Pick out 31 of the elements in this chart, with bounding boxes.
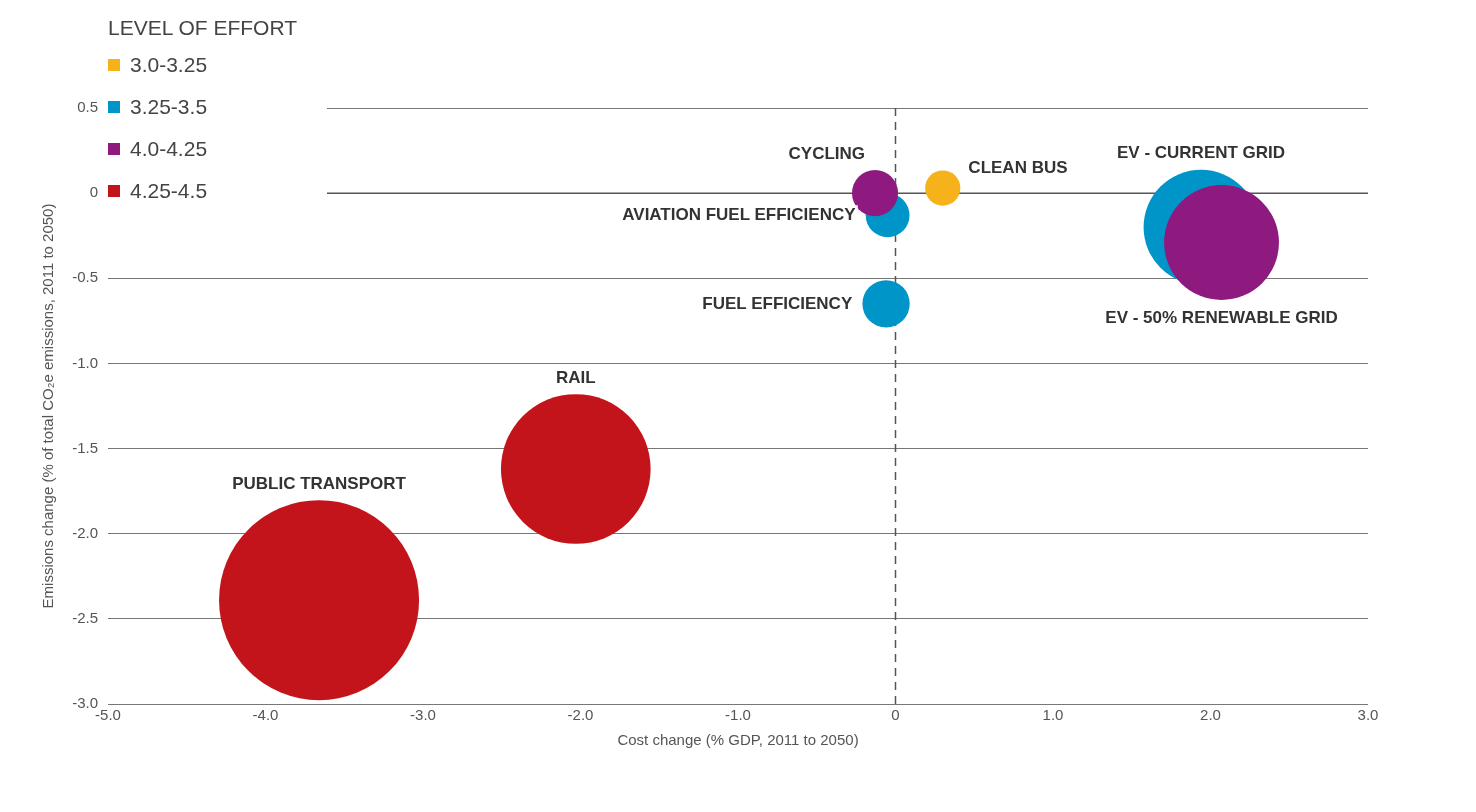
legend-label: 3.25-3.5	[130, 95, 208, 119]
x-tick-label: -4.0	[252, 706, 279, 724]
x-tick-label: 2.0	[1200, 706, 1221, 724]
y-tick-label: -2.0	[72, 523, 98, 541]
x-tick-label: 0	[891, 706, 900, 724]
legend-label: 3.0-3.25	[130, 53, 208, 77]
y-tick-label: -2.5	[72, 609, 98, 626]
x-tick-label: -3.0	[410, 706, 436, 724]
annotation: FUEL EFFICIENCY	[702, 293, 853, 313]
x-tick-label: 1.0	[1042, 706, 1064, 724]
annotation: CYCLING	[788, 143, 866, 163]
y-tick-label: -3.0	[72, 694, 98, 712]
annotation: EV - CURRENT GRID	[1116, 143, 1286, 163]
annotation: AVIATION FUEL EFFICIENCY	[622, 204, 857, 224]
legend-label: 4.25-4.5	[130, 179, 208, 203]
x-tick-label: -2.0	[567, 706, 594, 724]
y-tick-label: 0	[89, 183, 98, 201]
annotation: EV - 50% RENEWABLE GRID	[1105, 307, 1338, 327]
annotation: CLEAN BUS	[968, 157, 1068, 177]
annotation: PUBLIC TRANSPORT	[232, 473, 407, 493]
annotation: RAIL	[555, 367, 596, 387]
y-tick-label: -0.5	[72, 268, 98, 286]
x-tick-label: 3.0	[1357, 706, 1379, 724]
legend-label: 4.0-4.25	[130, 137, 208, 161]
x-axis-title: Cost change (% GDP, 2011 to 2050)	[617, 731, 859, 749]
y-tick-label: -1.0	[72, 353, 98, 371]
y-axis-title: Emissions change (% of total CO₂e emissions, 2011 to 2050)	[39, 203, 57, 609]
x-tick-label: -1.0	[725, 706, 751, 724]
y-tick-label: -1.5	[72, 438, 98, 456]
legend-title: LEVEL OF EFFORT	[108, 16, 298, 40]
y-tick-label: 0.5	[77, 98, 98, 116]
